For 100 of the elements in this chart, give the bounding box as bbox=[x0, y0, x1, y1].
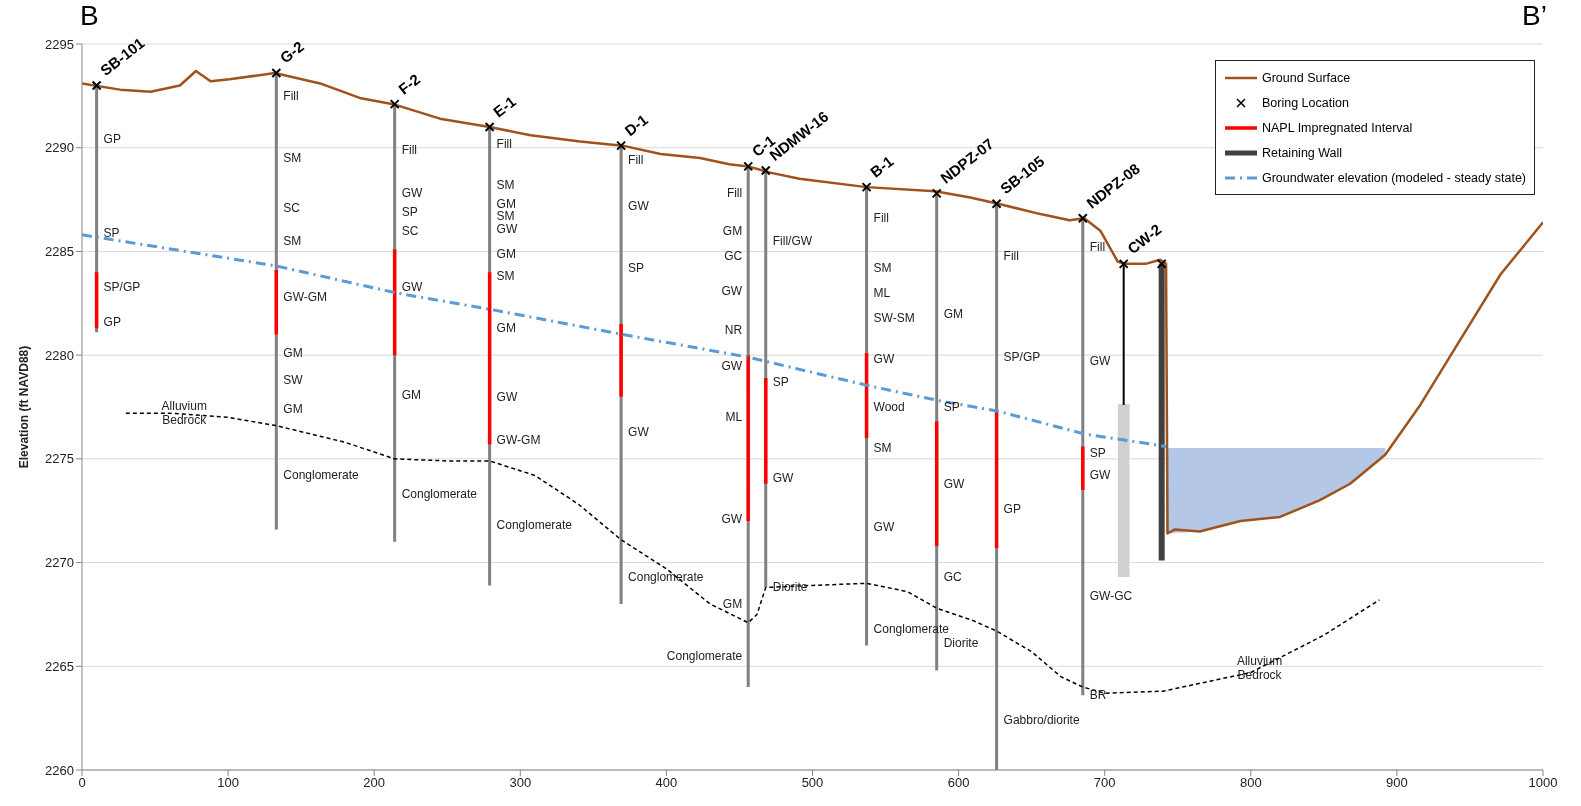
x-tick-label: 400 bbox=[655, 775, 678, 791]
point bbox=[616, 140, 627, 151]
annotation: Fill bbox=[628, 153, 644, 168]
annotation: Conglomerate bbox=[401, 487, 478, 502]
annotation: GM bbox=[401, 387, 421, 402]
annotation: Fill bbox=[873, 211, 889, 226]
y-tick-label: 2285 bbox=[45, 244, 74, 260]
annotation: Fill/GW bbox=[772, 234, 813, 249]
annotation: GM bbox=[496, 246, 516, 261]
annotation: SM bbox=[873, 261, 892, 276]
point bbox=[1118, 258, 1129, 269]
y-tick-label: 2280 bbox=[45, 347, 74, 363]
annotation: SP bbox=[401, 205, 418, 220]
point bbox=[1077, 213, 1088, 224]
annotation: Conglomerate bbox=[628, 570, 704, 585]
annotation: SC bbox=[283, 200, 301, 215]
x-tick-label: 900 bbox=[1386, 775, 1408, 791]
annotation: SM bbox=[283, 151, 302, 166]
annotation: GM bbox=[283, 346, 303, 361]
y-axis-title: Elevation (ft NAVD88) bbox=[17, 345, 31, 469]
point bbox=[91, 80, 102, 91]
annotation: SC bbox=[401, 223, 419, 238]
annotation: Fill bbox=[1003, 248, 1019, 263]
annotation: Conglomerate bbox=[496, 518, 573, 533]
annotation: GP bbox=[1003, 501, 1021, 516]
annotation: GW bbox=[873, 520, 895, 535]
annotation: SM bbox=[873, 441, 892, 456]
text: B bbox=[80, 0, 99, 32]
annotation: GM bbox=[722, 223, 743, 238]
annotation: Gabbro/diorite bbox=[1003, 713, 1080, 728]
y-tick-label: 2260 bbox=[45, 762, 74, 778]
point bbox=[743, 161, 754, 172]
annotation: SW-SM bbox=[873, 310, 915, 325]
annotation: Fill bbox=[1089, 240, 1106, 255]
annotation: GW bbox=[721, 283, 743, 298]
y-tick-label: 2265 bbox=[45, 658, 74, 674]
annotation: GW bbox=[721, 358, 743, 373]
annotation: SM bbox=[283, 234, 302, 249]
annotation: Bedrock bbox=[162, 413, 208, 428]
annotation: Alluvium bbox=[1236, 654, 1283, 669]
annotation: GW-GM bbox=[496, 433, 541, 448]
data-label: E-1 bbox=[490, 92, 519, 121]
point bbox=[760, 165, 771, 176]
annotation: GW bbox=[628, 198, 650, 213]
annotation: GP bbox=[103, 132, 121, 147]
annotation: GW bbox=[496, 389, 518, 404]
annotation: SP bbox=[943, 400, 960, 414]
annotation: NR bbox=[724, 323, 743, 338]
annotation: GW bbox=[628, 424, 650, 439]
annotation: GP bbox=[103, 314, 121, 329]
x-tick-label: 0 bbox=[78, 775, 86, 791]
annotation: Diorite bbox=[943, 636, 979, 651]
annotation: GW-GM bbox=[283, 290, 328, 305]
annotation: GW bbox=[772, 470, 795, 485]
annotation: SP/GP bbox=[103, 279, 141, 294]
x-tick-label: 1000 bbox=[1528, 775, 1558, 791]
x-tick-label: 600 bbox=[947, 775, 970, 791]
annotation: Diorite bbox=[772, 580, 808, 595]
x-tick-label: 100 bbox=[217, 775, 239, 791]
annotation: Fill bbox=[496, 136, 512, 151]
data-label: G-2 bbox=[276, 37, 307, 67]
annotation: GW bbox=[1089, 354, 1112, 369]
point bbox=[484, 121, 495, 132]
legend-label: NAPL Impregnated Interval bbox=[1261, 120, 1413, 135]
annotation: GC bbox=[943, 570, 963, 585]
annotation: Wood bbox=[873, 400, 905, 414]
annotation: SP/GP bbox=[1003, 350, 1041, 365]
legend-label: Retaining Wall bbox=[1261, 145, 1343, 160]
annotation: GW bbox=[401, 186, 423, 201]
annotation: BR bbox=[1089, 688, 1107, 703]
annotation: GW bbox=[721, 512, 743, 527]
y-tick-label: 2275 bbox=[45, 451, 74, 467]
annotation: GM bbox=[943, 306, 964, 321]
annotation: SP bbox=[628, 261, 645, 276]
annotation: ML bbox=[725, 410, 743, 425]
annotation: Conglomerate bbox=[283, 468, 360, 483]
x-tick-label: 300 bbox=[509, 775, 532, 791]
annotation: GW bbox=[943, 476, 966, 491]
annotation: SM bbox=[496, 269, 515, 284]
annotation: GW bbox=[1089, 468, 1112, 483]
annotation: SW bbox=[283, 373, 304, 388]
annotation: Bedrock bbox=[1237, 668, 1283, 683]
y-tick-label: 2295 bbox=[45, 36, 74, 52]
y-tick-label: 2270 bbox=[45, 555, 74, 571]
point bbox=[389, 99, 400, 110]
point bbox=[931, 188, 942, 199]
annotation: GM bbox=[283, 402, 303, 417]
annotation: SM bbox=[496, 178, 515, 193]
point bbox=[271, 68, 282, 79]
point bbox=[861, 182, 872, 193]
text: B’ bbox=[1522, 0, 1547, 32]
point bbox=[991, 198, 1002, 209]
x-tick-label: 700 bbox=[1093, 775, 1116, 791]
annotation: SM bbox=[496, 209, 515, 224]
annotation: GW-GC bbox=[1089, 588, 1133, 603]
legend-label: Boring Location bbox=[1261, 95, 1349, 110]
annotation: GC bbox=[724, 248, 743, 263]
data-label: F-2 bbox=[395, 70, 424, 98]
x-tick-label: 500 bbox=[801, 775, 824, 791]
annotation: GW bbox=[401, 279, 423, 294]
